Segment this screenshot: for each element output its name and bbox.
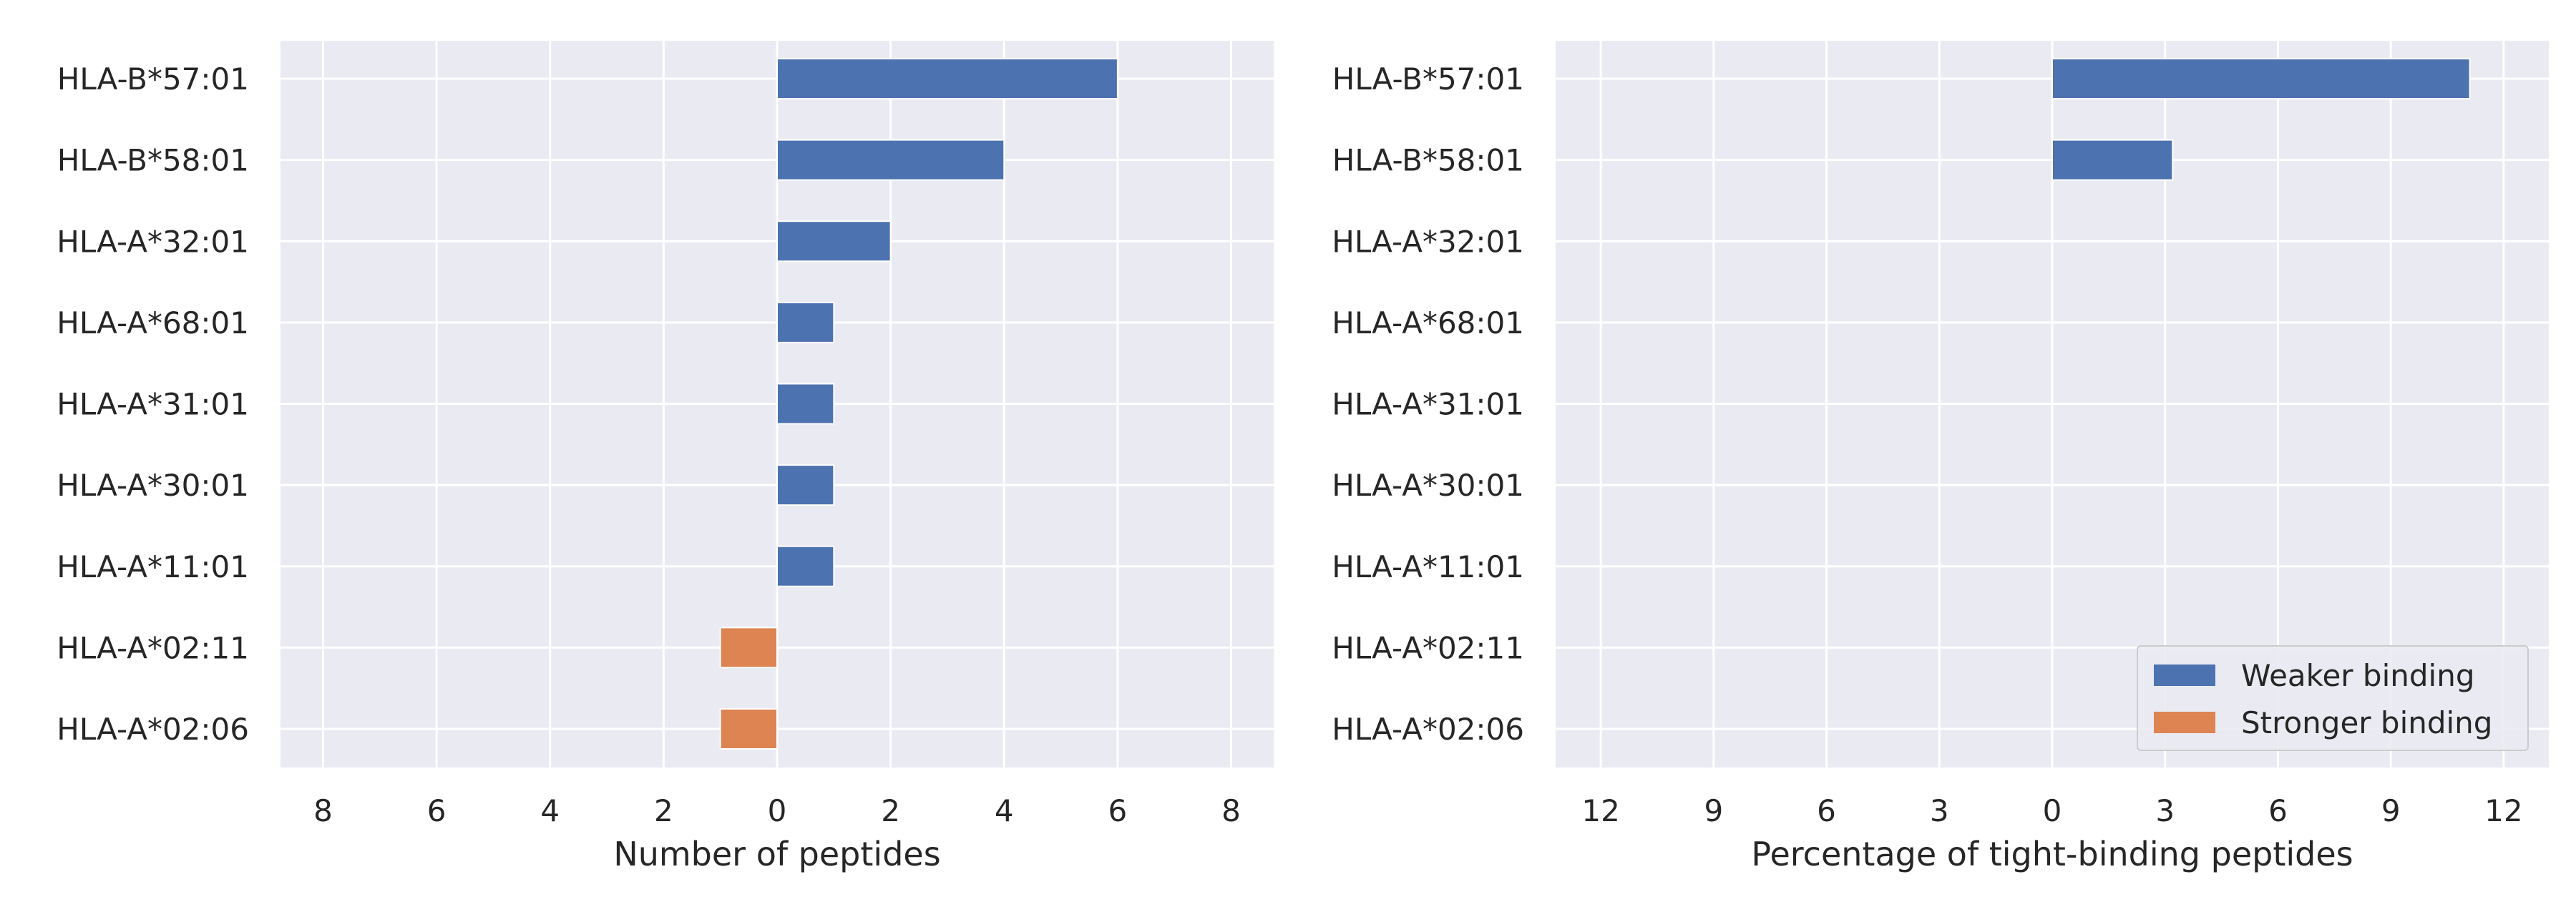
bar-weaker (776, 220, 892, 263)
y-tick-label: HLA-A*31:01 (1332, 387, 1524, 422)
y-tick-label: HLA-B*58:01 (57, 143, 249, 178)
legend-item-stronger: Stronger binding (2154, 701, 2492, 744)
x-tick-label: 4 (540, 793, 560, 828)
x-tick-label: 6 (1108, 793, 1128, 828)
y-tick-label: HLA-A*68:01 (1332, 305, 1524, 340)
x-tick-label: 6 (2268, 793, 2288, 828)
x-tick-label: 12 (2484, 793, 2522, 828)
bar-weaker (2051, 139, 2174, 181)
bar-weaker (776, 301, 835, 343)
y-tick-label: HLA-B*57:01 (57, 62, 249, 97)
y-tick-label: HLA-A*30:01 (1332, 468, 1524, 503)
legend-label-weaker: Weaker binding (2241, 657, 2475, 693)
x-tick-label: 9 (2381, 793, 2401, 828)
y-tick-label: HLA-B*58:01 (1332, 143, 1524, 178)
bar-weaker (776, 58, 1118, 99)
legend-item-weaker: Weaker binding (2154, 654, 2474, 697)
bar-weaker (776, 545, 835, 587)
x-tick-label: 8 (1221, 793, 1241, 828)
bar-weaker (2051, 58, 2471, 99)
y-tick-label: HLA-B*57:01 (1332, 62, 1524, 97)
legend: Weaker binding Stronger binding (2137, 645, 2529, 751)
x-axis-label: Percentage of tight-binding peptides (1751, 835, 2353, 873)
x-tick-label: 3 (1930, 793, 1949, 828)
x-tick-label: 6 (1817, 793, 1836, 828)
y-tick-label: HLA-A*02:06 (57, 712, 249, 747)
y-tick-label: HLA-A*11:01 (1332, 549, 1524, 584)
y-tick-label: HLA-A*30:01 (57, 468, 249, 503)
x-tick-label: 0 (2043, 793, 2062, 828)
y-tick-label: HLA-A*02:11 (57, 630, 249, 665)
x-tick-label: 3 (2155, 793, 2175, 828)
x-axis-label: Number of peptides (613, 835, 940, 873)
x-tick-label: 2 (881, 793, 900, 828)
legend-swatch-stronger (2154, 712, 2215, 733)
y-tick-label: HLA-A*02:06 (1332, 712, 1524, 747)
y-tick-label: HLA-A*32:01 (1332, 224, 1524, 259)
bar-weaker (776, 464, 835, 506)
y-tick-label: HLA-A*02:11 (1332, 630, 1524, 665)
x-tick-label: 2 (654, 793, 673, 828)
bar-weaker (776, 139, 1005, 181)
x-tick-label: 12 (1581, 793, 1619, 828)
x-tick-label: 8 (313, 793, 333, 828)
y-tick-label: HLA-A*11:01 (57, 549, 249, 584)
legend-swatch-weaker (2154, 665, 2215, 686)
bar-stronger (719, 708, 779, 750)
bar-stronger (719, 627, 779, 669)
x-tick-label: 9 (1704, 793, 1723, 828)
bar-weaker (776, 383, 835, 425)
y-tick-label: HLA-A*31:01 (57, 387, 249, 422)
chart-panel-1: 8 6 4 2 0 2 4 6 8 HLA-B*57:01 HLA-B*58:01 HLA-A*32:… (57, 41, 1274, 873)
x-tick-label: 6 (427, 793, 447, 828)
x-tick-label: 4 (995, 793, 1014, 828)
y-tick-label: HLA-A*32:01 (57, 224, 249, 259)
x-tick-label: 0 (768, 793, 787, 828)
y-tick-label: HLA-A*68:01 (57, 305, 249, 340)
legend-label-stronger: Stronger binding (2241, 705, 2493, 740)
